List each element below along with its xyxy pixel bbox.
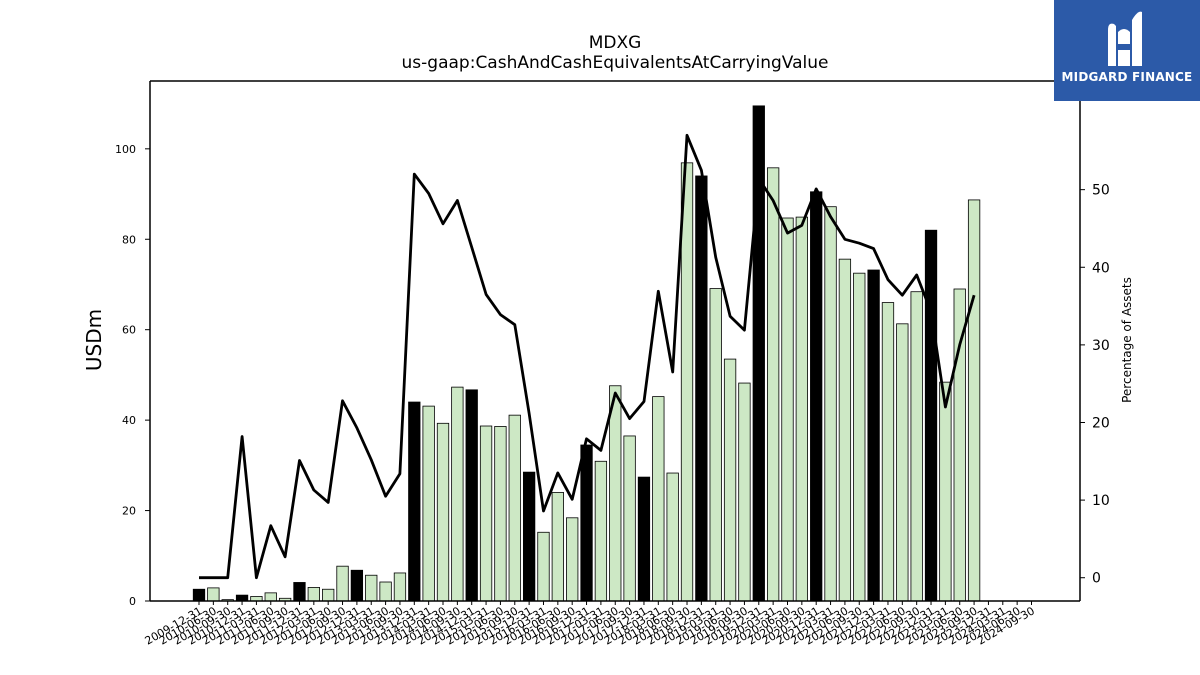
bar-2013-06-30	[379, 581, 392, 602]
bar-2017-06-30	[609, 385, 622, 602]
bar-2014-12-31	[465, 389, 478, 602]
bar-2013-12-31	[408, 401, 421, 602]
bar-2019-03-31	[709, 288, 722, 602]
bar-2018-06-30	[666, 472, 679, 602]
bar-2016-03-31	[537, 531, 550, 602]
bar-2013-03-31	[365, 574, 378, 602]
bar-2020-06-30	[781, 217, 794, 602]
brand-logo: MIDGARD FINANCE	[1054, 0, 1200, 101]
logo-mark-icon	[1108, 11, 1142, 67]
bar-2015-06-30	[494, 426, 507, 602]
bar-2011-06-30	[264, 592, 277, 602]
bar-2012-03-31	[307, 587, 320, 602]
bars-group	[192, 105, 981, 602]
bar-2021-09-30	[853, 272, 866, 602]
bar-2011-12-31	[293, 582, 306, 602]
y-tick-label: 0	[129, 595, 136, 608]
bar-2014-09-30	[451, 386, 464, 602]
y-tick-label: 100	[115, 143, 136, 156]
bar-2017-03-31	[594, 460, 608, 602]
y2-tick-label: 30	[1092, 338, 1110, 354]
bar-2014-03-31	[422, 405, 435, 602]
bar-2022-12-31	[924, 229, 938, 602]
bar-2009-12-31	[192, 588, 206, 602]
bar-2015-09-30	[508, 414, 521, 602]
y2-tick-label: 20	[1092, 415, 1110, 431]
bar-2021-03-31	[824, 206, 837, 602]
bar-2021-12-31	[867, 269, 880, 602]
y2-tick-label: 50	[1092, 183, 1110, 199]
bar-2020-03-31	[766, 167, 780, 602]
y-tick-label: 60	[122, 324, 136, 337]
bar-2017-12-31	[637, 476, 651, 602]
bar-2016-06-30	[551, 492, 564, 602]
bar-2018-03-31	[652, 396, 665, 602]
bar-2010-12-31	[235, 594, 249, 602]
bar-2017-09-30	[623, 435, 636, 602]
percentage-line	[199, 133, 976, 580]
bar-2019-09-30	[738, 382, 751, 602]
y2-tick-label: 0	[1092, 571, 1101, 587]
y-tick-label: 40	[122, 414, 136, 427]
logo-text: MIDGARD FINANCE	[1061, 70, 1193, 84]
bar-2013-09-30	[393, 572, 407, 602]
bar-2018-12-31	[695, 175, 708, 602]
bar-2023-09-30	[967, 199, 981, 602]
bar-2020-09-30	[795, 216, 808, 602]
bar-2015-12-31	[522, 471, 536, 602]
chart-subtitle: us-gaap:CashAndCashEquivalentsAtCarrying…	[401, 53, 829, 73]
bar-2021-06-30	[838, 258, 852, 602]
bar-2016-12-31	[580, 444, 593, 602]
bar-2020-12-31	[810, 191, 823, 602]
bar-2012-09-30	[336, 565, 349, 602]
chart-title: MDXG	[588, 33, 642, 53]
bar-2014-06-30	[436, 422, 450, 602]
bar-2016-09-30	[566, 517, 579, 602]
y-tick-label: 80	[122, 233, 136, 246]
bar-2022-09-30	[910, 291, 923, 602]
y-tick-label: 20	[122, 505, 136, 518]
y2-tick-label: 10	[1092, 493, 1110, 509]
line-group	[199, 133, 976, 580]
bar-2022-06-30	[896, 323, 909, 602]
axes-group: 020406080100010203040502009-12-312010-06…	[115, 80, 1110, 648]
bar-2010-06-30	[207, 587, 220, 602]
bar-2012-06-30	[322, 588, 335, 602]
bar-2012-12-31	[350, 569, 364, 602]
bar-2019-06-30	[723, 358, 737, 602]
bar-2018-09-30	[680, 162, 694, 602]
bar-2022-03-31	[881, 302, 895, 602]
bar-2015-03-31	[479, 425, 493, 602]
y2-tick-label: 40	[1092, 260, 1110, 276]
bar-2023-03-31	[939, 381, 952, 602]
